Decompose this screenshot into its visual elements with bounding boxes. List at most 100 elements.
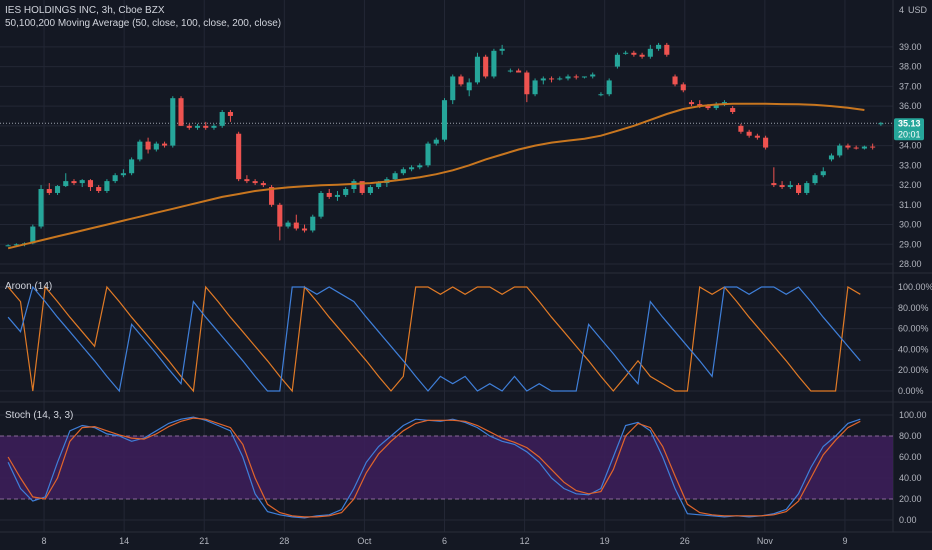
candle-up <box>804 183 810 193</box>
candle-down <box>96 187 102 191</box>
candle-down <box>746 131 752 136</box>
candle-up <box>112 175 118 182</box>
candle-down <box>573 76 579 78</box>
candle-down <box>186 125 192 128</box>
candle-down <box>203 125 209 128</box>
candle-up <box>38 189 44 227</box>
candle-up <box>606 80 612 95</box>
candle-down <box>458 76 464 85</box>
stoch-tick-label: 20.00 <box>899 494 922 504</box>
time-tick-label: 14 <box>119 536 129 546</box>
candle-up <box>285 222 291 227</box>
candle-down <box>795 185 802 193</box>
candle-down <box>771 183 777 186</box>
time-tick-label: 19 <box>600 536 610 546</box>
candle-up <box>170 98 176 146</box>
time-tick-label: Nov <box>757 536 774 546</box>
candle-down <box>672 76 678 85</box>
candle-up <box>474 56 480 83</box>
candle-down <box>260 183 266 186</box>
stoch-tick-label: 60.00 <box>899 452 922 462</box>
candle-down <box>754 135 760 138</box>
stoch-tick-label: 0.00 <box>899 515 917 525</box>
candle-down <box>269 187 275 205</box>
candle-up <box>376 183 382 188</box>
price-tick-label: 28.00 <box>899 259 922 269</box>
aroon-tick-label: 80.00% <box>898 303 929 313</box>
candle-down <box>680 84 686 91</box>
price-tick-label: 32.00 <box>899 180 922 190</box>
candle-down <box>524 72 530 95</box>
candle-down <box>178 98 184 126</box>
candle-down <box>853 147 859 149</box>
candle-down <box>359 181 365 193</box>
candle-up <box>812 175 818 184</box>
candle-up <box>820 171 826 176</box>
candle-up <box>30 226 36 244</box>
currency-prefix: 4 <box>899 5 904 15</box>
candle-down <box>483 56 489 77</box>
time-tick-label: 6 <box>442 536 447 546</box>
candle-up <box>565 76 571 79</box>
candle-up <box>499 48 505 51</box>
price-tick-label: 38.00 <box>899 62 922 72</box>
candle-up <box>425 143 431 166</box>
candle-down <box>244 179 250 182</box>
price-tick-label: 39.00 <box>899 42 922 52</box>
chart-title: IES HOLDINGS INC, 3h, Cboe BZX <box>5 5 165 16</box>
candle-up <box>194 125 201 128</box>
aroon-tick-label: 40.00% <box>898 344 929 354</box>
moving-average-legend[interactable]: 50,100,200 Moving Average (50, close, 10… <box>5 18 281 29</box>
candle-up <box>54 186 61 193</box>
candle-down <box>870 146 876 148</box>
candle-up <box>79 180 85 184</box>
candle-down <box>301 228 308 231</box>
time-tick-label: 21 <box>199 536 209 546</box>
aroon-tick-label: 100.00% <box>898 282 932 292</box>
candle-up <box>557 78 563 80</box>
price-tick-label: 33.00 <box>899 160 922 170</box>
candle-up <box>507 70 513 72</box>
candle-up <box>343 189 349 195</box>
candlestick-series <box>5 42 884 247</box>
candle-down <box>87 180 94 188</box>
candle-up <box>153 143 159 150</box>
candle-up <box>540 78 546 81</box>
price-tick-label: 31.00 <box>899 200 922 210</box>
moving-average-line <box>7 102 865 250</box>
candle-up <box>450 76 456 101</box>
current-price-tag <box>894 118 924 141</box>
candle-up <box>137 141 143 160</box>
candle-up <box>219 112 225 126</box>
candle-up <box>5 245 11 247</box>
candle-down <box>145 141 151 150</box>
candle-down <box>763 137 769 148</box>
time-tick-label: 26 <box>680 536 690 546</box>
candle-down <box>516 70 522 73</box>
currency-label[interactable]: USD <box>908 5 928 15</box>
candle-up <box>598 94 604 96</box>
stoch-legend[interactable]: Stoch (14, 3, 3) <box>5 410 73 421</box>
aroon-tick-label: 60.00% <box>898 324 929 334</box>
candle-up <box>656 44 662 49</box>
candle-up <box>13 244 19 246</box>
candle-up <box>417 165 423 168</box>
candle-down <box>277 204 283 227</box>
candle-up <box>63 181 69 187</box>
candle-down <box>71 181 77 184</box>
candle-up <box>828 155 835 160</box>
candle-up <box>466 82 472 91</box>
candle-down <box>162 143 168 146</box>
aroon-legend[interactable]: Aroon (14) <box>5 281 52 292</box>
candle-up <box>787 185 793 188</box>
candle-up <box>614 54 620 67</box>
candle-up <box>351 181 357 190</box>
candle-down <box>845 145 851 148</box>
candle-up <box>400 169 406 174</box>
candle-down <box>46 189 52 193</box>
stoch-tick-label: 80.00 <box>899 431 922 441</box>
time-tick-label: Oct <box>357 536 372 546</box>
candle-up <box>433 139 439 144</box>
time-tick-label: 8 <box>42 536 47 546</box>
